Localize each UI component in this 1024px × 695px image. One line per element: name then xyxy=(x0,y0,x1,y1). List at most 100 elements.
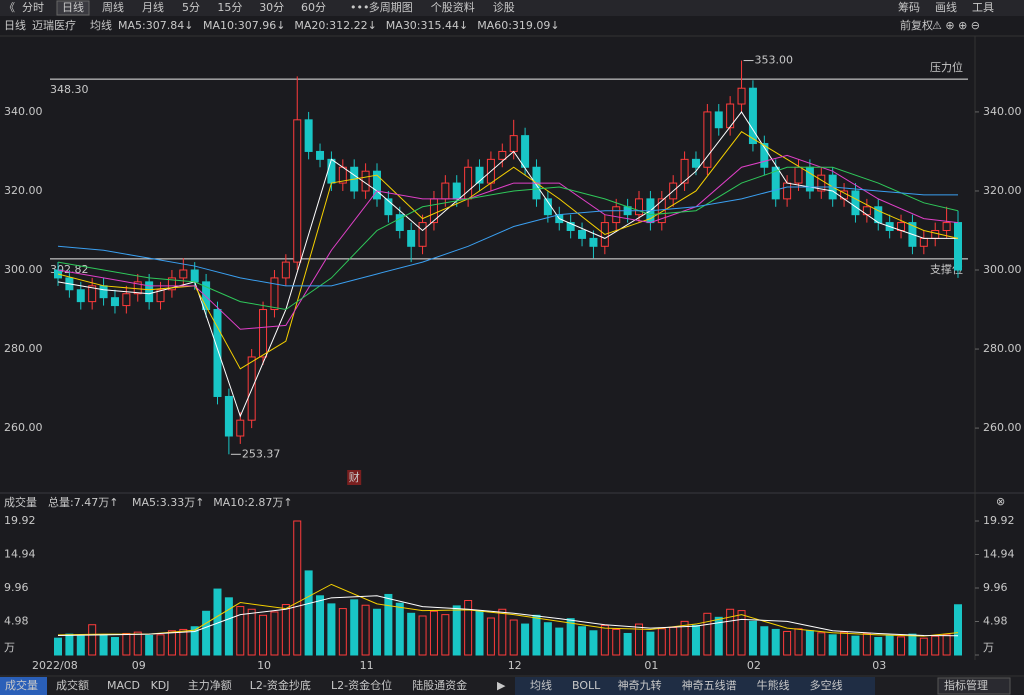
candle-body xyxy=(281,261,290,279)
volume-stat: MA5:3.33万↑ xyxy=(132,496,204,509)
indicator-tab[interactable]: 均线 xyxy=(530,678,552,692)
period-tab[interactable]: 个股资料 xyxy=(431,0,475,14)
x-tick-label: 10 xyxy=(257,659,271,672)
candle-body xyxy=(589,237,598,247)
volume-bar xyxy=(760,626,769,656)
indicator-tab[interactable]: 神奇五线谱 xyxy=(682,678,737,692)
candle-body xyxy=(293,119,302,263)
volume-bar xyxy=(817,632,826,656)
volume-bar xyxy=(908,633,917,656)
volume-bar xyxy=(224,597,233,656)
candle-body xyxy=(635,198,644,216)
vol-tick-label: 19.92 xyxy=(983,514,1015,527)
volume-bar xyxy=(247,608,256,656)
vol-tick-label: 9.96 xyxy=(4,581,29,594)
candle-body xyxy=(931,229,940,239)
volume-bar xyxy=(281,604,290,656)
candle-body xyxy=(224,395,233,437)
period-tab[interactable]: 30分 xyxy=(259,1,284,14)
candle-body xyxy=(817,174,826,192)
candle-body xyxy=(202,281,211,311)
period-tab[interactable]: 5分 xyxy=(182,1,200,14)
volume-bar xyxy=(657,628,666,656)
volume-stat: MA10:2.87万↑ xyxy=(213,496,292,509)
volume-bar xyxy=(145,634,154,656)
period-tab[interactable]: 15分 xyxy=(217,1,242,14)
period-tab[interactable]: 诊股 xyxy=(493,0,515,14)
volume-bar xyxy=(532,614,541,656)
adjust[interactable]: 前复权 xyxy=(900,18,933,32)
period-tab[interactable]: 多周期图 xyxy=(369,0,413,14)
volume-bar xyxy=(407,612,416,656)
indicator-tab[interactable]: 陆股通资金 xyxy=(412,678,467,692)
candle-body xyxy=(726,103,735,129)
ma-line xyxy=(57,131,959,370)
event-marker[interactable]: 财 xyxy=(349,470,360,484)
active-tab xyxy=(0,677,47,695)
volume-bar xyxy=(805,630,814,656)
period-tab[interactable]: 日线 xyxy=(62,0,84,14)
close-icon[interactable]: ⊗ xyxy=(996,495,1005,508)
indicator-tab[interactable]: L2-资金仓位 xyxy=(331,678,392,692)
candle-body xyxy=(110,297,119,307)
ma-value: MA30:315.44↓ xyxy=(386,19,468,32)
annotation-label: 253.37 xyxy=(242,447,281,460)
volume-bar xyxy=(840,631,849,656)
volume-bar xyxy=(954,604,962,656)
candle-body xyxy=(327,158,336,184)
back-icon[interactable]: 《 xyxy=(4,1,15,14)
period-tab[interactable]: 周线 xyxy=(102,0,124,14)
volume-bar xyxy=(350,599,359,656)
indicator-tab[interactable]: 牛熊线 xyxy=(757,678,790,692)
volume-bar xyxy=(167,630,176,656)
indicator-tab[interactable]: KDJ xyxy=(151,679,170,692)
candle-body xyxy=(771,166,780,200)
volume-bar xyxy=(521,623,530,656)
candle-body xyxy=(452,182,461,200)
period-tab[interactable]: 月线 xyxy=(142,0,164,14)
volume-bar xyxy=(99,634,108,656)
volume-bar xyxy=(76,635,85,656)
volume-bar xyxy=(862,632,871,656)
indicator-tab[interactable]: L2-资金抄底 xyxy=(250,678,311,692)
tool-tab[interactable]: 画线 xyxy=(935,0,957,14)
candle-body xyxy=(714,111,723,129)
volume-bar xyxy=(600,624,609,656)
indicator-tab[interactable]: 成交额 xyxy=(56,678,89,692)
manage-tab[interactable]: 指标管理 xyxy=(944,678,988,692)
volume-bar xyxy=(897,636,906,656)
ma-line xyxy=(57,583,959,637)
period-tab[interactable]: 60分 xyxy=(301,1,326,14)
volume-bar xyxy=(475,610,484,656)
volume-bar xyxy=(691,624,700,656)
indicator-tab[interactable]: 主力净额 xyxy=(188,678,232,692)
tool-tab[interactable]: 筹码 xyxy=(898,0,920,14)
tool-tab[interactable]: 工具 xyxy=(972,1,994,14)
volume-bar xyxy=(726,608,735,656)
indicator-tab[interactable]: MACD xyxy=(107,679,140,692)
more-icon[interactable]: ••• xyxy=(350,1,369,14)
volume-bar xyxy=(794,628,803,656)
candle-body xyxy=(509,135,518,152)
tab-arrow[interactable]: ▶ xyxy=(497,679,506,692)
panel-icons[interactable]: ⚠ ⊕ ⊕ ⊖ xyxy=(932,19,980,32)
vol-tick-label: 9.96 xyxy=(983,581,1008,594)
indicator-tab[interactable]: 多空线 xyxy=(810,678,843,692)
manage-bg xyxy=(937,677,1011,695)
ma-value: MA60:319.09↓ xyxy=(477,19,559,32)
ma-line xyxy=(57,166,959,311)
period-tab[interactable]: 分时 xyxy=(22,1,44,14)
indicator-tab[interactable]: 神奇九转 xyxy=(618,678,662,692)
volume-bar xyxy=(566,618,575,656)
indicator-tab[interactable]: 成交量 xyxy=(5,678,38,692)
indicator-tab[interactable]: BOLL xyxy=(572,679,601,692)
volume-bar xyxy=(623,632,632,656)
candle-body xyxy=(236,419,245,437)
vol-tick-label: 19.92 xyxy=(4,514,36,527)
candle-body xyxy=(919,237,928,247)
vol-tick-label: 4.98 xyxy=(4,615,29,628)
volume-bar xyxy=(486,617,495,656)
active-tab xyxy=(56,0,90,16)
y-tick-label: 340.00 xyxy=(983,105,1022,118)
x-tick-label: 03 xyxy=(872,659,886,672)
